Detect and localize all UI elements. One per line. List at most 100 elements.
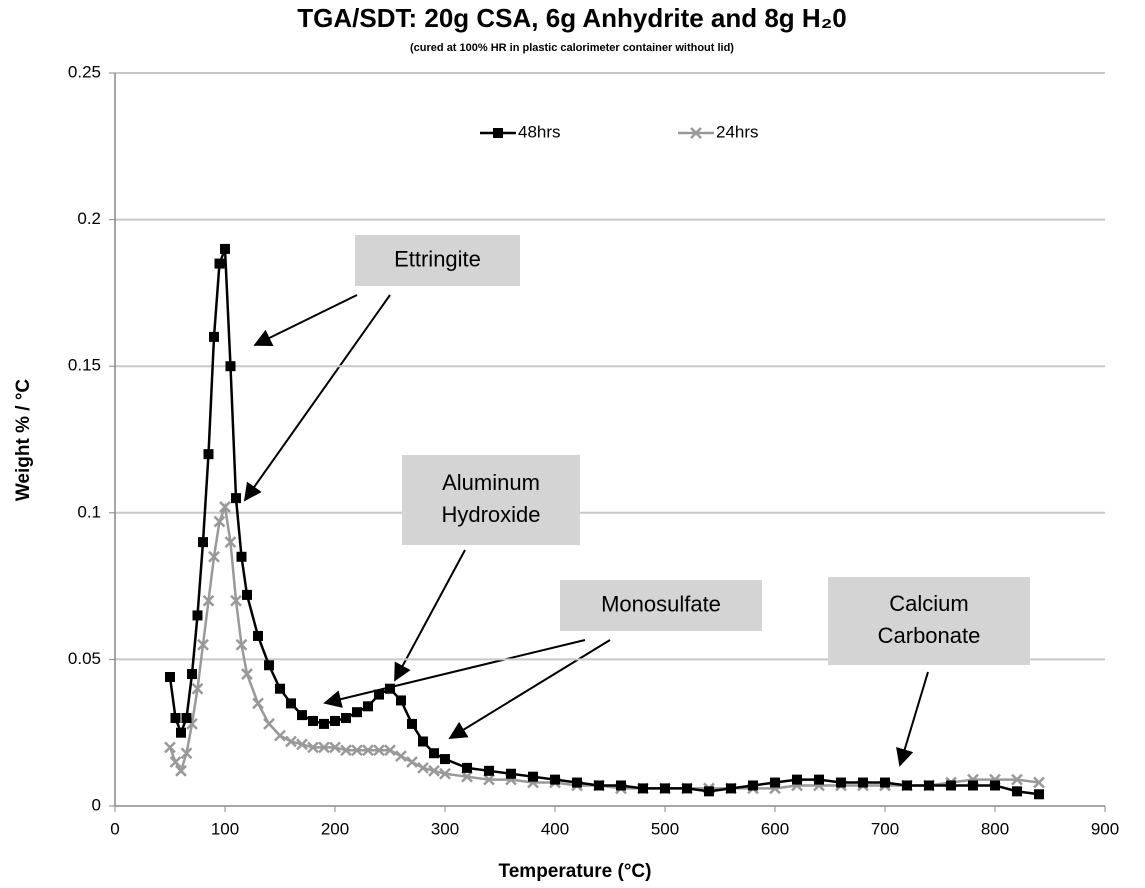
data-point <box>461 770 473 783</box>
data-point <box>242 589 252 600</box>
data-point <box>225 361 236 372</box>
data-point <box>181 713 192 724</box>
legend-marker <box>690 127 702 139</box>
data-point <box>660 783 670 794</box>
y-tick-label: 0.05 <box>68 649 101 668</box>
data-point <box>748 780 758 791</box>
data-point <box>297 710 307 721</box>
data-point <box>296 738 308 751</box>
data-point <box>858 777 868 788</box>
data-point <box>213 515 226 528</box>
data-point <box>252 697 264 710</box>
legend-label: 24hrs <box>716 122 759 141</box>
data-point <box>241 668 253 680</box>
data-point <box>440 754 450 765</box>
data-point <box>230 594 242 607</box>
data-point <box>307 741 319 754</box>
data-point <box>236 551 247 562</box>
legend: 48hrs 24hrs <box>480 122 759 141</box>
data-point <box>484 765 494 776</box>
series <box>165 243 1044 800</box>
data-point <box>275 683 285 694</box>
data-point <box>202 594 215 607</box>
data-point <box>198 537 208 548</box>
data-point <box>170 713 181 724</box>
data-point <box>197 638 209 651</box>
data-point <box>638 783 648 794</box>
data-point <box>770 777 780 788</box>
y-tick-label: 0.25 <box>68 62 101 81</box>
data-point <box>286 698 296 709</box>
x-tick-label: 200 <box>321 819 349 838</box>
x-tick-label: 700 <box>871 819 899 838</box>
x-axis-label: Temperature (°C) <box>499 861 652 882</box>
data-point <box>231 493 241 504</box>
legend-marker <box>493 128 503 138</box>
annotation-box <box>560 580 762 631</box>
data-point <box>330 715 340 726</box>
data-point <box>792 774 802 785</box>
x-tick-label: 0 <box>110 819 119 838</box>
data-point <box>362 744 374 757</box>
annotation-text: Carbonate <box>878 623 981 648</box>
data-point <box>164 741 176 754</box>
data-point <box>429 748 439 759</box>
data-point <box>506 768 516 779</box>
data-point <box>340 744 352 757</box>
data-point <box>836 777 846 788</box>
arrow <box>394 549 466 682</box>
data-point <box>203 449 214 460</box>
data-point <box>428 764 440 777</box>
y-tick-label: 0.15 <box>68 356 101 375</box>
data-point <box>704 786 714 797</box>
data-point <box>263 718 275 730</box>
data-point <box>224 536 237 549</box>
data-point <box>208 550 220 563</box>
data-point <box>187 669 197 680</box>
data-point <box>395 750 407 763</box>
annotation-box <box>355 235 520 286</box>
annotation-text: Aluminum <box>442 470 540 495</box>
arrow <box>323 639 586 708</box>
data-point <box>726 783 736 794</box>
x-tick-label: 800 <box>981 819 1009 838</box>
chart-subtitle: (cured at 100% HR in plastic calorimeter… <box>410 42 734 54</box>
data-point <box>176 727 186 738</box>
data-point <box>318 741 330 754</box>
annotation: Ettringite <box>355 235 520 286</box>
arrow <box>253 294 358 346</box>
annotation-text: Monosulfate <box>601 591 721 616</box>
data-point <box>814 774 824 785</box>
data-point <box>572 777 582 788</box>
annotation: Aluminum Hydroxide <box>402 455 580 545</box>
data-point <box>363 701 373 712</box>
data-point <box>191 682 204 695</box>
annotation-text: Ettringite <box>394 246 481 271</box>
x-tick-label: 100 <box>211 819 239 838</box>
data-point <box>308 715 318 726</box>
arrow <box>243 294 391 502</box>
x-tick-label: 400 <box>541 819 569 838</box>
data-point <box>462 762 472 773</box>
data-point <box>483 773 495 786</box>
data-point <box>341 713 351 724</box>
data-point <box>384 744 396 757</box>
axes: 0 0.05 0.1 0.15 0.2 0.25 0 100 200 300 400 500 600 70… <box>68 62 1119 838</box>
data-point <box>396 695 406 706</box>
data-point <box>616 780 626 791</box>
data-point <box>946 780 956 791</box>
data-point <box>220 243 230 254</box>
data-point <box>192 610 203 621</box>
annotation-box <box>402 455 580 545</box>
x-tick-label: 600 <box>761 819 789 838</box>
data-point <box>374 689 384 700</box>
data-point <box>1033 776 1045 789</box>
x-tick-label: 300 <box>431 819 459 838</box>
data-point <box>165 671 175 682</box>
data-point <box>682 783 692 794</box>
data-point <box>528 771 538 782</box>
data-point <box>319 718 329 729</box>
data-point <box>219 501 231 513</box>
data-point <box>1011 773 1023 786</box>
